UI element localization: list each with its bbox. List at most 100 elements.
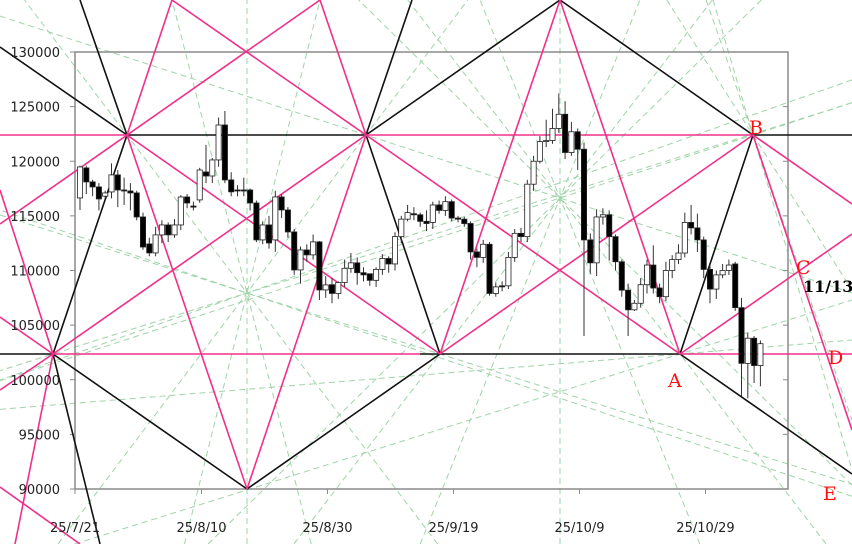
candle [442, 196, 449, 216]
candle [139, 212, 146, 250]
candle-body-down [253, 202, 260, 241]
candle-body-down [360, 272, 367, 276]
candle-body-down [688, 222, 695, 229]
candle-body-down [606, 214, 613, 238]
green-guide-line [0, 102, 852, 382]
candle [618, 259, 625, 297]
candle-body-up [272, 196, 279, 241]
candle [524, 179, 531, 243]
candle-body-up [391, 236, 398, 265]
x-axis-labels: 25/7/21 25/8/10 25/8/30 25/9/19 25/10/9 … [50, 521, 735, 536]
candle [108, 163, 115, 199]
candle [89, 179, 96, 197]
y-tick-label: 115000 [10, 210, 60, 225]
date-note-label: 11/13 [803, 277, 852, 296]
candle [700, 236, 707, 279]
candle [177, 195, 184, 231]
candle [410, 207, 417, 221]
candle-body-up [568, 131, 575, 153]
candle-body-down [694, 227, 701, 241]
candle-body-down [587, 239, 594, 264]
candle-body-up [171, 224, 178, 236]
candle-body-up [209, 159, 216, 177]
candle-body-up [492, 286, 499, 294]
candle-body-up [549, 128, 556, 141]
candle [102, 190, 109, 199]
candle-body-down [461, 218, 468, 224]
black-geometry-line [52, 353, 248, 490]
candle [511, 228, 518, 262]
candle [322, 275, 329, 298]
candle-body-down [165, 224, 172, 236]
candle-body-down [184, 196, 191, 204]
green-guide-line [183, 0, 321, 544]
candle-body-up [637, 284, 644, 304]
pink-geometry-line [0, 316, 54, 355]
candle-body-up [335, 282, 342, 294]
black-geometry-line [365, 0, 561, 136]
candle [366, 273, 373, 286]
plot-frame [74, 51, 789, 490]
green-guide-line [74, 299, 852, 544]
candle-body-down [417, 214, 424, 222]
y-tick-label: 130000 [10, 46, 60, 61]
x-tick-label: 25/8/30 [302, 521, 352, 536]
candle [688, 204, 695, 235]
candle [486, 242, 493, 296]
pink-geometry-line [126, 134, 248, 490]
candle [461, 216, 468, 227]
candle-body-up [177, 196, 184, 226]
black-geometry-line [365, 134, 441, 355]
candle [644, 259, 651, 294]
candle-body-down [625, 289, 632, 311]
candle [291, 228, 298, 275]
candle-body-down [221, 124, 228, 181]
candle [253, 200, 260, 243]
candle [133, 190, 140, 221]
candle-body-up [669, 259, 676, 271]
candle [228, 172, 235, 197]
candle [732, 261, 739, 311]
point-label-d: D [828, 347, 843, 369]
candle [562, 101, 569, 160]
green-guide-line [0, 214, 852, 485]
pink-geometry-line [126, 134, 441, 355]
candle-body-down [518, 232, 525, 238]
candle [656, 283, 663, 304]
candle-body-down [700, 239, 707, 270]
candle [215, 117, 222, 167]
candle-body-up [442, 201, 449, 211]
pink-geometry-line [679, 233, 852, 355]
candle-body-down [562, 113, 569, 153]
candle [114, 169, 121, 208]
candle-body-up [675, 252, 682, 260]
candle [606, 210, 613, 261]
green-guide-line [0, 339, 852, 410]
candle-body-up [524, 183, 531, 238]
candle [347, 253, 354, 273]
pink-geometry-line [52, 134, 367, 355]
green-guide-line [407, 0, 827, 544]
candle [83, 165, 90, 195]
candle-body-down [291, 231, 298, 271]
y-tick-label: 90000 [19, 483, 60, 498]
y-tick-label: 110000 [10, 265, 60, 280]
candle-body-down [89, 181, 96, 188]
candle-body-down [247, 189, 254, 204]
candle [637, 278, 644, 308]
candle [757, 340, 764, 387]
candle [751, 336, 758, 384]
candle-body-up [599, 214, 606, 218]
y-tick-label: 105000 [10, 319, 60, 334]
candle [505, 251, 512, 290]
candle-body-up [108, 174, 115, 193]
candle-body-up [644, 264, 651, 286]
candle [467, 221, 474, 260]
candle [121, 177, 128, 205]
y-tick-label: 125000 [10, 101, 60, 116]
candle-body-down [265, 224, 272, 244]
pink-geometry-line [0, 353, 54, 391]
candle-body-down [83, 167, 90, 183]
candle [127, 183, 134, 211]
candle-body-down [278, 196, 285, 211]
